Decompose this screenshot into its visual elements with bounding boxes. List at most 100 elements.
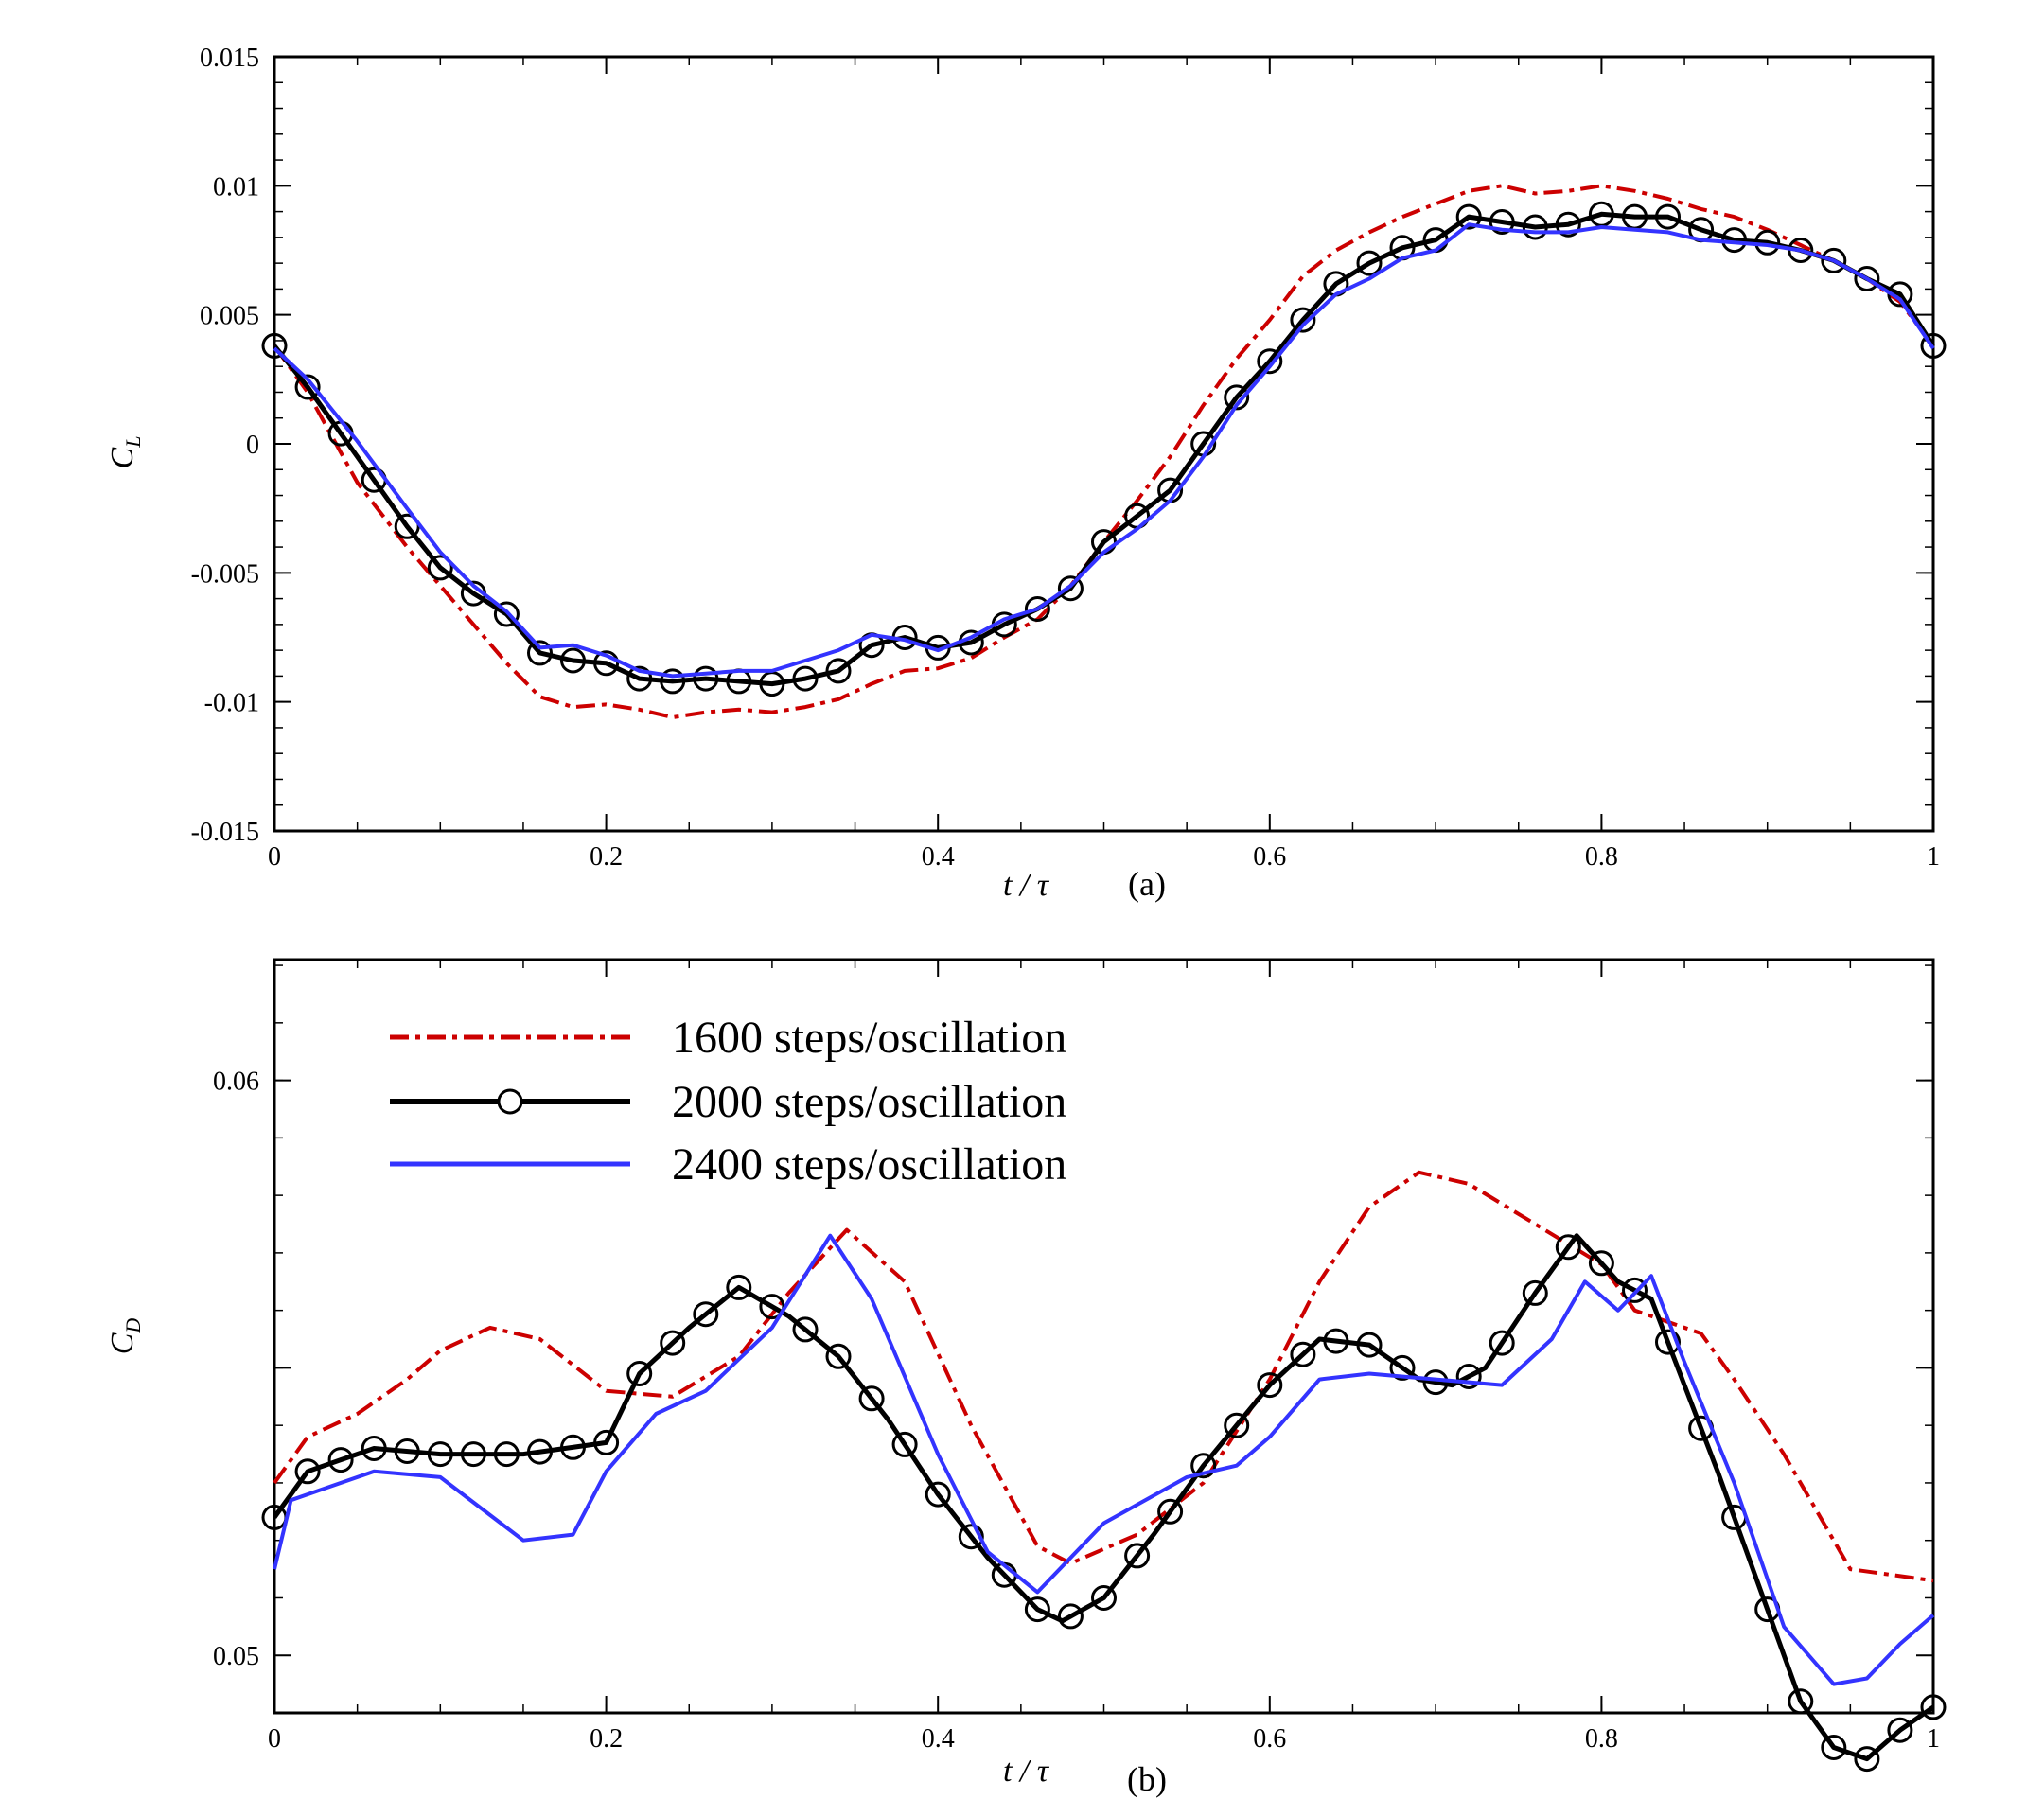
panel-a-series-2000-marker bbox=[427, 555, 453, 581]
panel-b-series-2000-marker bbox=[1157, 1498, 1184, 1525]
panel-b-series-2000-marker bbox=[1920, 1694, 1947, 1720]
panel-a-ytick-label: -0.01 bbox=[204, 689, 259, 718]
panel-b-series-2000-marker bbox=[1290, 1341, 1316, 1367]
panel-a-series-1600-line bbox=[273, 184, 1935, 719]
panel-b-series-2000-marker bbox=[460, 1441, 486, 1468]
panel-b-series-2000-marker bbox=[560, 1434, 586, 1460]
panel-b-series-2000-marker bbox=[1024, 1596, 1050, 1623]
legend-label-2400: 2400 steps/oscillation bbox=[672, 1139, 1066, 1190]
panel-a-lift-coefficient-chart: 0 0.2 0.4 0.6 0.8 1 -0.015 -0.01 -0.005 0 0.005 0.0… bbox=[105, 44, 1947, 903]
panel-a-series-2000-marker bbox=[1920, 332, 1947, 359]
panel-b-series-2000-marker bbox=[1190, 1453, 1217, 1479]
panel-a-ticks: 0 0.2 0.4 0.6 0.8 1 -0.015 -0.01 -0.005 0 0.005 0.0… bbox=[191, 44, 1940, 872]
panel-a-series-2000-marker bbox=[693, 665, 719, 692]
panel-a-series-2000-marker bbox=[1290, 307, 1316, 333]
panel-b-series-2000-marker bbox=[394, 1438, 420, 1464]
panel-a-series-2000-marker bbox=[626, 665, 653, 692]
panel-b-series-2000-marker bbox=[858, 1385, 885, 1412]
panel-b-series-2400-line bbox=[273, 1233, 1935, 1686]
panel-a-series-2000-marker bbox=[1224, 384, 1250, 411]
panel-b-xlabel: t / τ bbox=[1003, 1754, 1050, 1789]
panel-b-series-2000-marker bbox=[1522, 1279, 1548, 1306]
panel-b-series-2000-marker bbox=[726, 1274, 752, 1300]
panel-a-plot-frame bbox=[273, 55, 1935, 833]
panel-b-series-1600-line bbox=[273, 1170, 1934, 1583]
panel-b-series-2000-marker bbox=[1854, 1746, 1880, 1773]
panel-a-series-2000-marker bbox=[1821, 247, 1847, 273]
panel-a-series bbox=[261, 184, 1947, 719]
panel-a-series-2000-marker bbox=[1057, 575, 1084, 602]
panel-b-series-2000-marker bbox=[1224, 1412, 1250, 1438]
panel-a-ytick-label: -0.015 bbox=[191, 818, 259, 847]
panel-a-series-2000-marker bbox=[493, 601, 520, 627]
panel-a-ylabel: CL bbox=[105, 436, 145, 469]
panel-b-series-2000-marker bbox=[1555, 1234, 1581, 1261]
legend-entry-1600: 1600 steps/oscillation bbox=[390, 1013, 1066, 1063]
panel-b-xtick-label: 0 bbox=[268, 1724, 281, 1754]
panel-a-series-2000-marker bbox=[1522, 214, 1548, 240]
legend-entry-2000: 2000 steps/oscillation bbox=[390, 1077, 1066, 1127]
panel-b-series-2000-marker bbox=[693, 1301, 719, 1328]
panel-a-xtick-label: 0.4 bbox=[922, 842, 955, 872]
panel-b-series-2000-marker bbox=[958, 1524, 984, 1550]
panel-a-xtick-label: 0.6 bbox=[1253, 842, 1286, 872]
panel-b-series-2000-marker bbox=[825, 1343, 852, 1369]
panel-a-series-2000-marker bbox=[1024, 596, 1050, 622]
panel-b-xtick-label: 0.8 bbox=[1585, 1724, 1618, 1754]
panel-b-series bbox=[261, 1170, 1947, 1773]
panel-b-series-2000-marker bbox=[427, 1441, 453, 1468]
panel-b-series-2000-marker bbox=[493, 1441, 520, 1468]
panel-b-ylabel: CD bbox=[105, 1318, 145, 1355]
panel-b-series-2000-marker bbox=[1655, 1329, 1681, 1355]
panel-b-series-2000-marker bbox=[361, 1436, 387, 1461]
panel-b-series-2000-marker bbox=[593, 1429, 620, 1455]
panel-b-series-2000-marker bbox=[1588, 1250, 1614, 1277]
legend: 1600 steps/oscillation 2000 steps/oscill… bbox=[390, 1013, 1066, 1190]
panel-b-xtick-label: 0.4 bbox=[922, 1724, 955, 1754]
panel-b-xtick-label: 1 bbox=[1927, 1724, 1940, 1754]
legend-label-2000: 2000 steps/oscillation bbox=[672, 1077, 1066, 1127]
panel-b-series-2000-marker bbox=[1124, 1543, 1151, 1569]
panel-a-xtick-label: 1 bbox=[1927, 842, 1940, 872]
panel-a-xtick-label: 0.2 bbox=[590, 842, 623, 872]
panel-b-tag: (b) bbox=[1127, 1760, 1167, 1798]
panel-b-series-2000-marker bbox=[792, 1316, 819, 1343]
panel-b-series-2000-marker bbox=[626, 1361, 653, 1386]
panel-a-series-2000-marker bbox=[1257, 348, 1283, 375]
panel-b-series-2000-marker bbox=[1389, 1354, 1416, 1381]
panel-a-series-2000-marker bbox=[294, 374, 321, 400]
panel-a-series-2000-marker bbox=[527, 640, 553, 666]
panel-b-ticks: 0 0.2 0.4 0.6 0.8 1 0.05 0.06 bbox=[213, 960, 1940, 1754]
panel-a-series-2000-marker bbox=[1356, 250, 1383, 276]
panel-b-xtick-label: 0.2 bbox=[590, 1724, 623, 1754]
panel-b-series-2000-marker bbox=[1091, 1585, 1117, 1611]
panel-b-xtick-label: 0.6 bbox=[1253, 1724, 1286, 1754]
panel-a-ytick-label: 0.015 bbox=[200, 44, 259, 73]
legend-marker-2000 bbox=[497, 1088, 523, 1115]
panel-a-series-2000-marker bbox=[261, 332, 288, 359]
panel-a-series-2000-marker bbox=[1854, 266, 1880, 291]
panel-b-drag-coefficient-chart: 0 0.2 0.4 0.6 0.8 1 0.05 0.06 CD t / τ (b) 1600… bbox=[105, 958, 1947, 1798]
panel-b-series-2000-marker bbox=[1323, 1328, 1349, 1354]
panel-b-series-2000-marker bbox=[527, 1438, 553, 1465]
panel-b-series-2000-marker bbox=[660, 1330, 686, 1356]
panel-a-xlabel: t / τ bbox=[1003, 868, 1050, 903]
panel-a-ytick-label: 0.005 bbox=[200, 302, 259, 331]
panel-a-series-2000-marker bbox=[1489, 209, 1515, 235]
panel-a-series-2000-marker bbox=[1655, 203, 1681, 230]
panel-a-series-2000-marker bbox=[792, 665, 819, 692]
panel-b-series-2000-marker bbox=[1489, 1330, 1515, 1356]
panel-a-series-2000-marker bbox=[593, 650, 620, 677]
legend-label-1600: 1600 steps/oscillation bbox=[672, 1013, 1066, 1063]
panel-b-series-2000-marker bbox=[1622, 1277, 1648, 1303]
panel-b-series-2000-marker bbox=[1356, 1332, 1383, 1358]
panel-b-series-2000-marker bbox=[1455, 1364, 1482, 1389]
panel-b-series-2000-marker bbox=[891, 1431, 918, 1457]
panel-a-series-2000-marker bbox=[660, 668, 686, 695]
panel-a-series-2000-line bbox=[273, 211, 1936, 687]
panel-a-series-2000-marker bbox=[1455, 203, 1482, 230]
panel-b-series-2000-line bbox=[272, 1233, 1935, 1762]
panel-a-ytick-label: 0 bbox=[246, 431, 259, 460]
panel-a-ytick-label: 0.01 bbox=[213, 172, 259, 202]
legend-entry-2400: 2400 steps/oscillation bbox=[390, 1139, 1066, 1190]
